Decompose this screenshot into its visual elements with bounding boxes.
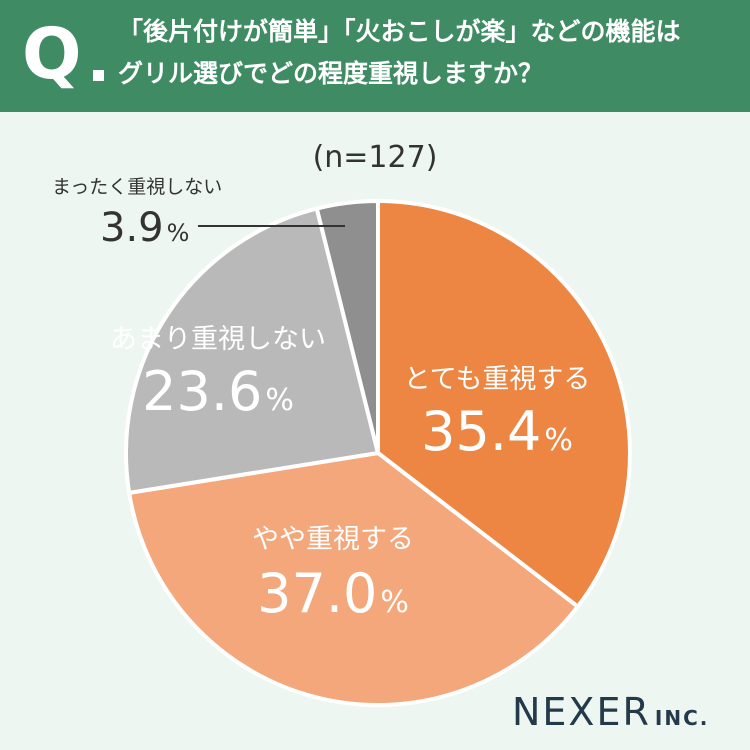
pie-labels: とても重視する 35.4 % やや重視する 37.0 % あまり重視しない 23.6 % まったく… [52,176,590,625]
sample-size: (n=127) [312,140,438,175]
slice-label: あまり重視しない [110,324,326,355]
pie-slice [127,451,580,707]
slice-value: 3.9% [100,205,189,251]
pie-slice [314,199,380,455]
slice-value: 37.0% [257,562,409,625]
question-dot [93,70,104,81]
pie-slice [376,199,632,609]
slice-label: まったく重視しない [52,176,222,198]
pie-slices [124,199,632,707]
slice-label: やや重視する [252,524,414,555]
logo-sub: INC. [654,706,710,730]
question-text-line1: 「後片付けが簡単」「火おこしが楽」などの機能は [118,17,681,46]
slice-value: 23.6% [142,360,294,423]
question-text-line2: グリル選びでどの程度重視しますか？ [118,59,544,88]
question-header: Q 「後片付けが簡単」「火おこしが楽」などの機能は グリル選びでどの程度重視しま… [0,0,750,112]
logo-main: NEXER [512,690,651,734]
slice-label: とても重視する [404,364,591,395]
slice-value: 35.4% [421,400,573,463]
question-letter: Q [22,13,82,95]
company-logo: NEXER INC. [512,690,709,734]
pie-slice [124,206,380,495]
